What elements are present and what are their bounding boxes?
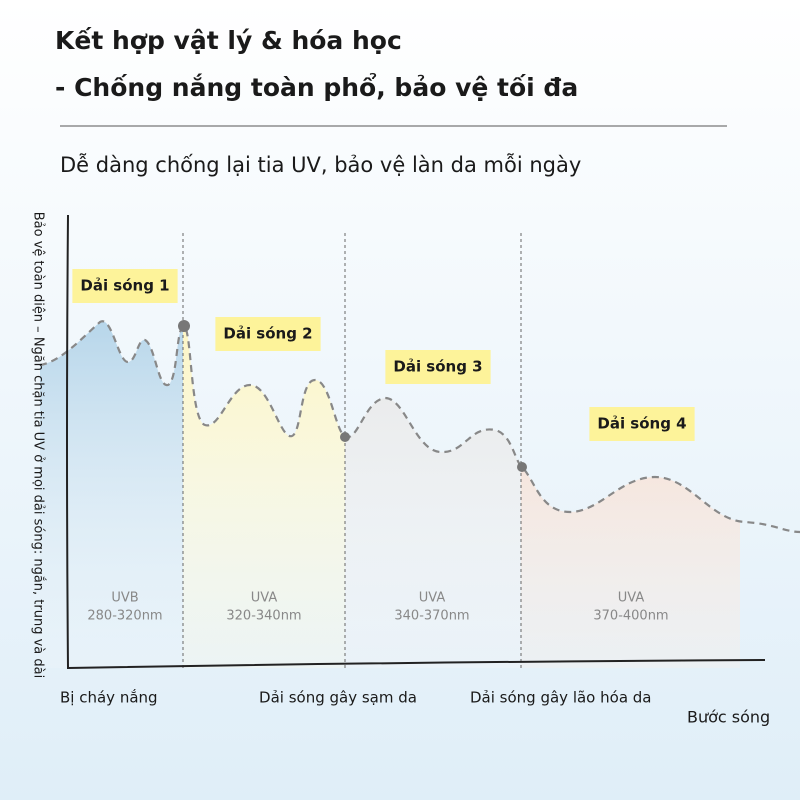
bottom-label: Bị cháy nắng [60, 689, 158, 707]
title: - Chống nắng toàn phổ, bảo vệ tối đa [55, 72, 578, 102]
band-dividers [182, 233, 522, 668]
wave [39, 320, 800, 534]
band-fill [521, 465, 740, 668]
band-name: UVA [618, 591, 645, 606]
bottom-label: Dải sóng gây sạm da [259, 689, 417, 707]
band-range: 340-370nm [394, 609, 469, 624]
wave-dots [178, 320, 527, 472]
x-axis-label: Bước sóng [687, 708, 770, 727]
band-tag: Dải sóng 1 [80, 277, 169, 295]
band-tag-bg [589, 407, 695, 441]
band-tag: Dải sóng 2 [223, 325, 312, 343]
bottom-label: Dải sóng gây lão hóa da [470, 689, 652, 707]
band-tag-bg [215, 317, 321, 351]
band-tag: Dải sóng 4 [597, 415, 686, 433]
band-name: UVB [111, 591, 138, 606]
band: Dải sóng 4 UVA 370-400nm [589, 407, 695, 624]
band-range: 370-400nm [593, 609, 668, 624]
band: Dải sóng 3 UVA 340-370nm [385, 350, 491, 624]
band-name: UVA [419, 591, 446, 606]
subtitle: Dễ dàng chống lại tia UV, bảo vệ làn da … [60, 152, 581, 177]
band-range: 320-340nm [226, 609, 301, 624]
axes [66, 214, 766, 670]
y-axis-label: Bảo vệ toàn diện – Ngăn chặn tia UV ở mọ… [31, 212, 46, 678]
band-name: UVA [251, 591, 278, 606]
band-range: 280-320nm [87, 609, 162, 624]
band-tag: Dải sóng 3 [393, 358, 482, 376]
band-fill [40, 321, 183, 668]
band-tag-bg [72, 269, 178, 303]
bands: Dải sóng 1 UVB 280-320nm Dải sóng 2 UVA 320-3… [72, 269, 695, 624]
band-tag-bg [385, 350, 491, 384]
band: Dải sóng 2 UVA 320-340nm [215, 317, 321, 624]
band-fill [345, 398, 521, 668]
band: Dải sóng 1 UVB 280-320nm [72, 269, 178, 624]
title: Kết hợp vật lý & hóa học [55, 26, 402, 55]
